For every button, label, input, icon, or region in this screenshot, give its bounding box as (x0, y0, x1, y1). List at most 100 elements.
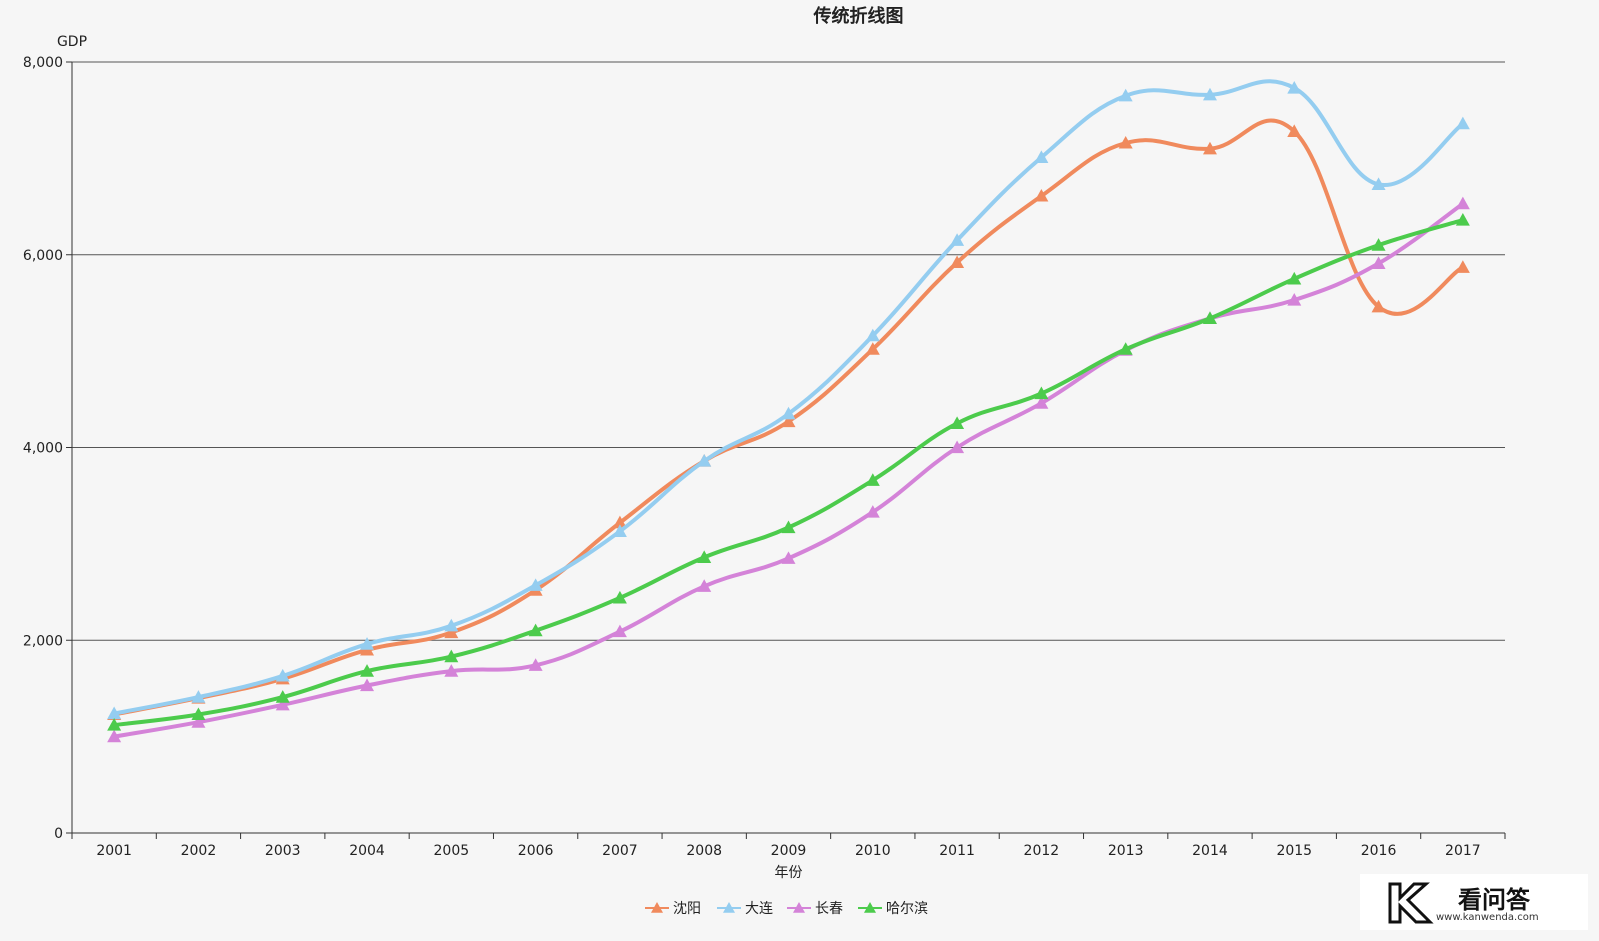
data-point-marker (865, 505, 880, 518)
y-tick-label: 2,000 (23, 633, 63, 649)
legend-marker (864, 902, 876, 913)
legend-label: 大连 (745, 901, 773, 917)
data-point-marker (612, 624, 627, 638)
data-point-marker (1287, 271, 1302, 285)
data-point-marker (950, 416, 965, 430)
data-point-marker (697, 550, 712, 563)
data-point-marker (612, 590, 627, 604)
data-point-marker (1455, 116, 1470, 130)
x-tick-label: 2017 (1445, 843, 1481, 859)
data-point-marker (191, 707, 206, 721)
data-point-marker (444, 664, 459, 677)
data-point-marker (950, 233, 965, 246)
data-point-marker (1371, 238, 1386, 251)
data-point-marker (191, 690, 206, 703)
data-point-marker (275, 690, 290, 703)
data-point-marker (1034, 150, 1049, 164)
y-axis-label: GDP (57, 34, 87, 50)
data-point-marker (107, 729, 122, 743)
data-point-marker (1455, 196, 1470, 210)
data-point-marker (697, 579, 712, 592)
k-logo-icon (1388, 882, 1434, 924)
series-哈尔滨 (107, 213, 1470, 731)
watermark-title: 看问答 (1458, 886, 1530, 914)
data-point-marker (1202, 141, 1217, 155)
data-point-marker (444, 618, 459, 632)
data-point-marker (360, 678, 375, 692)
data-point-marker (444, 649, 459, 663)
y-tick-label: 6,000 (23, 248, 63, 264)
series-line (113, 218, 1464, 728)
data-point-marker (528, 658, 543, 671)
y-tick-label: 0 (54, 826, 63, 842)
x-tick-label: 2012 (1024, 843, 1060, 859)
data-point-marker (1287, 81, 1302, 94)
data-point-marker (1202, 311, 1217, 324)
data-point-marker (1287, 293, 1302, 306)
x-tick-label: 2006 (518, 843, 554, 859)
data-point-marker (107, 706, 122, 720)
data-point-marker (865, 342, 880, 355)
data-point-marker (107, 718, 122, 731)
data-point-marker (1034, 386, 1049, 400)
x-tick-label: 2008 (686, 843, 722, 859)
data-point-marker (781, 406, 796, 420)
x-tick-label: 2009 (771, 843, 807, 859)
series-line (113, 79, 1465, 716)
data-point-marker (1118, 88, 1133, 102)
data-point-marker (950, 440, 965, 454)
legend-label: 哈尔滨 (886, 901, 928, 917)
data-point-marker (1118, 135, 1133, 149)
legend-label: 沈阳 (673, 901, 701, 917)
data-point-marker (781, 551, 796, 564)
x-tick-label: 2007 (602, 843, 638, 859)
data-point-marker (1202, 87, 1217, 101)
watermark: 看问答 www.kanwenda.com (1360, 874, 1588, 930)
legend-marker (723, 902, 735, 913)
data-point-marker (360, 637, 375, 650)
data-point-marker (1118, 342, 1133, 355)
x-tick-label: 2011 (939, 843, 975, 859)
x-tick-label: 2015 (1276, 843, 1312, 859)
legend-label: 长春 (815, 901, 843, 917)
series-line (113, 202, 1465, 739)
watermark-url: www.kanwenda.com (1436, 912, 1539, 923)
data-point-marker (1455, 260, 1470, 273)
series-大连 (107, 79, 1470, 720)
data-point-marker (360, 664, 375, 677)
data-point-marker (697, 453, 712, 467)
data-point-marker (1034, 188, 1049, 202)
x-axis-label: 年份 (775, 865, 803, 881)
series-长春 (107, 196, 1470, 743)
chart-title: 传统折线图 (813, 5, 904, 27)
data-point-marker (191, 715, 206, 728)
data-point-marker (1371, 299, 1386, 313)
data-point-marker (950, 255, 965, 269)
x-tick-label: 2010 (855, 843, 891, 859)
data-point-marker (444, 625, 459, 639)
data-point-marker (865, 473, 880, 486)
data-point-marker (781, 520, 796, 534)
data-point-marker (1287, 124, 1302, 137)
data-point-marker (1371, 256, 1386, 270)
legend-marker (651, 902, 663, 913)
data-point-marker (612, 515, 627, 529)
data-point-marker (275, 668, 290, 682)
data-point-marker (612, 524, 627, 537)
x-tick-label: 2016 (1361, 843, 1397, 859)
series-沈阳 (107, 118, 1470, 721)
data-point-marker (528, 578, 543, 591)
x-tick-label: 2001 (96, 843, 132, 859)
x-tick-label: 2005 (434, 843, 470, 859)
data-point-marker (781, 414, 796, 428)
x-tick-label: 2004 (349, 843, 385, 859)
x-tick-label: 2013 (1108, 843, 1144, 859)
data-point-marker (1371, 177, 1386, 190)
data-point-marker (865, 328, 880, 342)
x-tick-label: 2014 (1192, 843, 1228, 859)
x-tick-label: 2002 (181, 843, 217, 859)
legend-marker (793, 902, 805, 913)
y-tick-label: 8,000 (23, 55, 63, 71)
